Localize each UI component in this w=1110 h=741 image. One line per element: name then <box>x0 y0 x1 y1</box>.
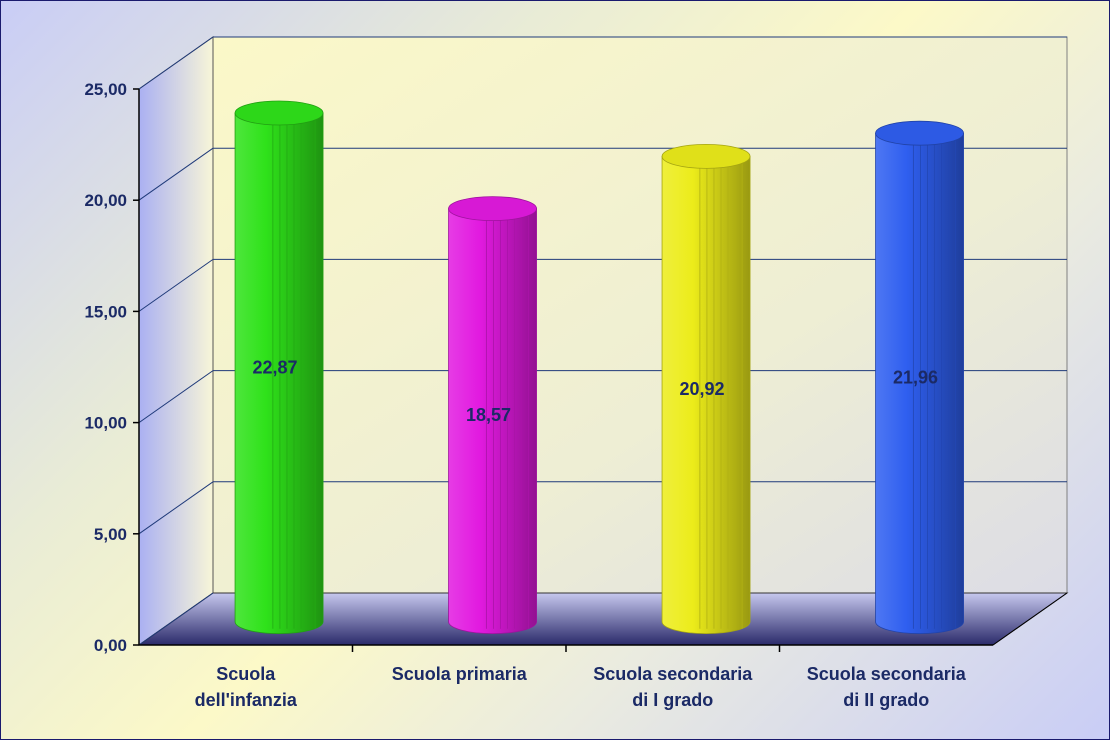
data-label: 21,96 <box>893 367 938 387</box>
y-tick-label: 5,00 <box>94 525 127 544</box>
bar: 18,57 <box>448 196 537 634</box>
plot-walls <box>137 36 1069 646</box>
bar-top <box>448 196 537 222</box>
y-tick-label: 0,00 <box>94 636 127 655</box>
y-tick-label: 10,00 <box>84 414 127 433</box>
gridline-side <box>138 592 214 646</box>
x-tick-label: di I grado <box>632 690 713 710</box>
x-tick-label: Scuola secondaria <box>807 664 967 684</box>
x-tick-label: Scuola secondaria <box>593 664 753 684</box>
x-tick-label: Scuola primaria <box>392 664 528 684</box>
bar-top <box>661 143 751 169</box>
y-tick-label: 25,00 <box>84 80 127 99</box>
gridline-side <box>138 36 214 90</box>
data-label: 22,87 <box>253 357 298 377</box>
x-tick-label: dell'infanzia <box>195 690 298 710</box>
x-tick-label: di II grado <box>843 690 929 710</box>
data-label: 20,92 <box>680 379 725 399</box>
x-axis-labels: Scuola dell'infanzia Scuola primaria Scuola… <box>195 664 967 710</box>
bar-top <box>234 100 324 126</box>
gridline-side <box>138 147 214 201</box>
data-label: 18,57 <box>466 405 511 425</box>
axes <box>138 89 1068 652</box>
gridline-side <box>138 370 214 424</box>
y-axis-ticks: 0,00 5,00 10,00 15,00 20,00 25,00 <box>84 80 139 655</box>
gridline-side <box>138 481 214 535</box>
y-tick-label: 20,00 <box>84 191 127 210</box>
bar-top <box>875 120 964 146</box>
side-wall <box>138 36 214 646</box>
bar: 22,87 <box>234 100 324 634</box>
bar: 21,96 <box>875 120 964 634</box>
floor-edge <box>992 592 1068 646</box>
bar: 20,92 <box>661 143 751 634</box>
gridline-side <box>138 258 214 312</box>
y-tick-label: 15,00 <box>84 302 127 321</box>
x-tick-label: Scuola <box>216 664 276 684</box>
bars: 22,87 18,57 20,92 21,96 <box>234 100 964 634</box>
